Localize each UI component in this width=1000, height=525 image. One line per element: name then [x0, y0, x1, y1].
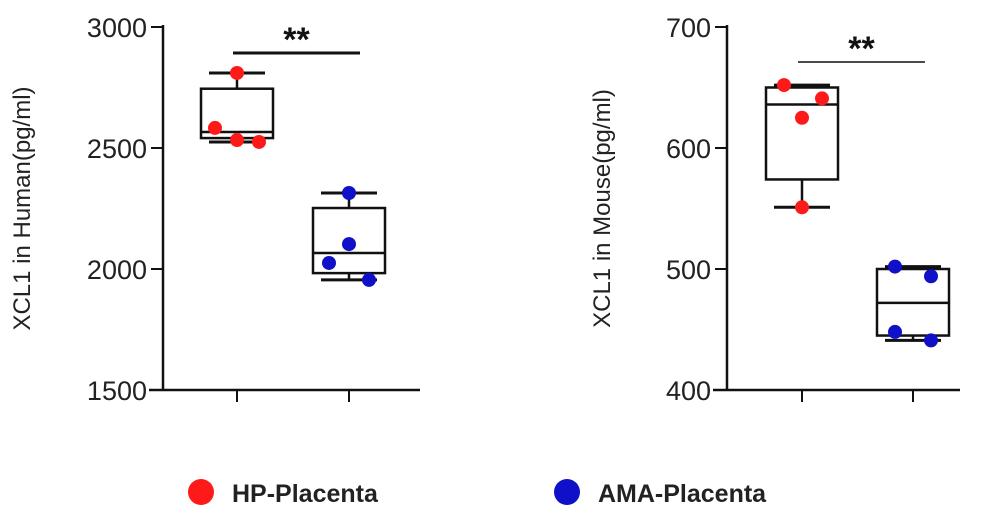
legend-label-hp: HP-Placenta — [232, 480, 379, 508]
y-tick-label: 400 — [666, 376, 711, 406]
y-axis-label: XCL1 in Mouse(pg/ml) — [589, 89, 616, 328]
y-tick-label: 3000 — [87, 13, 147, 43]
data-point — [795, 110, 809, 125]
data-point — [252, 134, 266, 149]
significance-label: ** — [848, 30, 875, 68]
data-point — [815, 91, 829, 106]
data-point — [888, 324, 902, 339]
data-point — [777, 78, 791, 93]
y-tick-label: 2500 — [87, 134, 147, 164]
data-point — [230, 65, 244, 80]
chart-2: 400 500 600 700 XCL1 in Mouse(pg/ml) ** — [589, 13, 960, 406]
box-ama-placenta — [311, 186, 387, 287]
y-tick-label: 600 — [666, 134, 711, 164]
legend: HP-Placenta AMA-Placenta — [188, 479, 767, 508]
box-ama-placenta — [875, 259, 951, 348]
data-point — [230, 133, 244, 148]
data-point — [342, 237, 356, 252]
data-point — [342, 186, 356, 201]
box — [764, 86, 840, 181]
significance-label: ** — [283, 21, 310, 59]
box-hp-placenta — [199, 65, 275, 149]
y-axis-label: XCL1 in Human(pg/ml) — [9, 86, 36, 330]
y-tick-label: 2000 — [87, 255, 147, 285]
data-point — [924, 269, 938, 284]
data-point — [208, 120, 222, 135]
legend-marker-hp — [188, 479, 214, 505]
data-point — [924, 333, 938, 348]
legend-marker-ama — [554, 479, 580, 505]
box — [311, 206, 387, 275]
y-tick-label: 1500 — [87, 376, 147, 406]
y-tick-label: 700 — [666, 13, 711, 43]
legend-label-ama: AMA-Placenta — [598, 480, 767, 508]
data-point — [322, 255, 336, 270]
box-hp-placenta — [764, 78, 840, 215]
chart-1: 1500 2000 2500 3000 XCL1 in Human(pg/ml) ** — [9, 13, 420, 406]
data-point — [888, 259, 902, 274]
data-point — [362, 272, 376, 287]
data-point — [795, 200, 809, 215]
y-tick-label: 500 — [666, 255, 711, 285]
